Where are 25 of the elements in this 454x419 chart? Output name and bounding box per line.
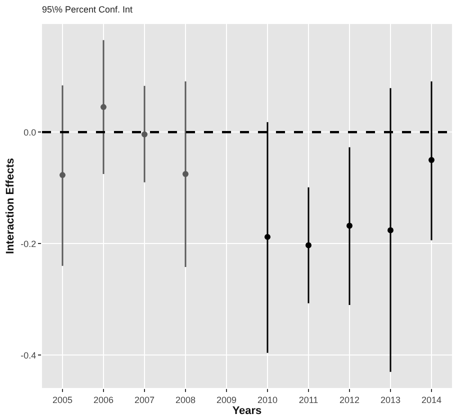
x-axis-title: Years (232, 405, 262, 417)
x-tick-label: 2010 (257, 394, 278, 405)
x-tick-label: 2007 (134, 394, 155, 405)
point (428, 157, 434, 164)
x-tick-label: 2005 (52, 394, 73, 405)
y-axis-title: Interaction Effects (4, 158, 16, 254)
x-tick-label: 2009 (216, 394, 237, 405)
x-tick-label: 2014 (421, 394, 442, 405)
x-tick-label: 2008 (175, 394, 196, 405)
point (182, 170, 188, 177)
x-tick-label: 2013 (380, 394, 401, 405)
chart-title: 95\% Percent Conf. Int (42, 4, 134, 15)
point (346, 222, 352, 229)
point (388, 227, 394, 234)
point (60, 172, 66, 178)
point (306, 242, 312, 248)
point (142, 131, 148, 138)
x-tick-label: 2006 (93, 394, 114, 405)
x-tick-label: 2011 (298, 394, 318, 405)
x-tick-label: 2012 (339, 394, 360, 405)
point (100, 104, 106, 110)
y-tick-label: 0.0 (24, 127, 36, 138)
y-tick-label: -0.4 (20, 350, 36, 360)
point (264, 234, 270, 240)
y-tick-label: -0.2 (20, 238, 36, 249)
